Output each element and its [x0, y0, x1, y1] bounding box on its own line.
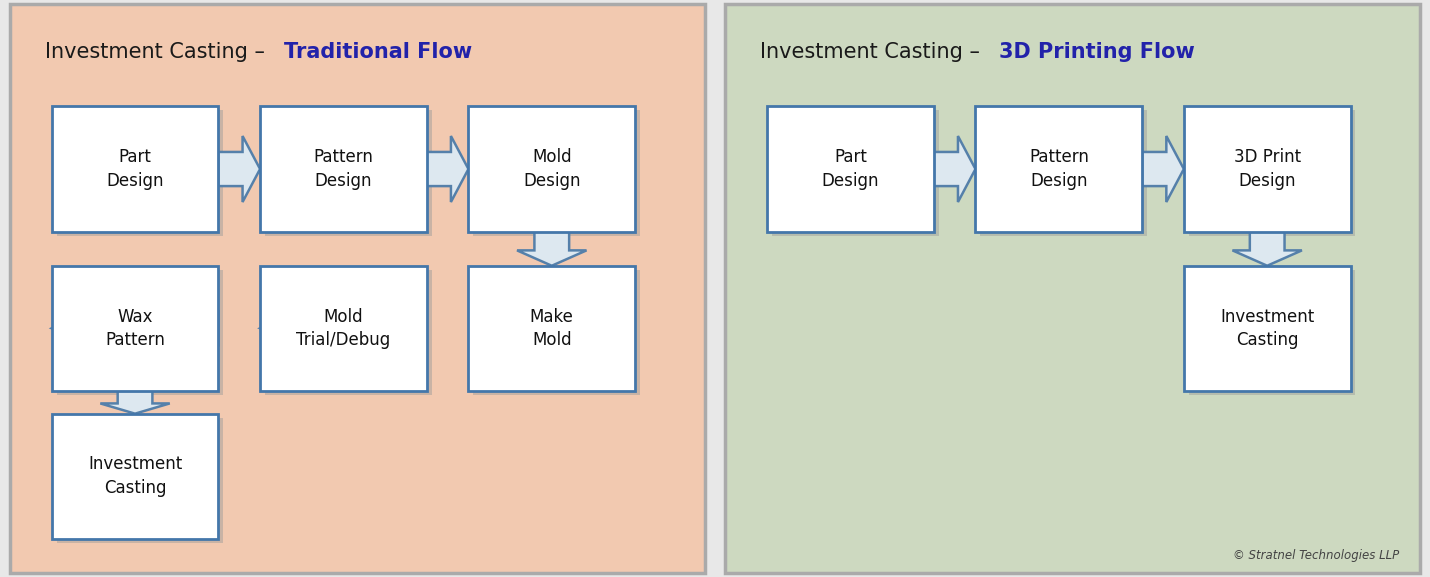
Text: Traditional Flow: Traditional Flow	[285, 42, 472, 62]
FancyBboxPatch shape	[260, 106, 426, 231]
Polygon shape	[1143, 136, 1184, 202]
FancyBboxPatch shape	[265, 110, 432, 235]
FancyBboxPatch shape	[57, 269, 223, 395]
Polygon shape	[518, 231, 586, 266]
FancyBboxPatch shape	[57, 110, 223, 235]
Polygon shape	[1233, 231, 1301, 266]
FancyBboxPatch shape	[975, 106, 1143, 231]
Text: © Stratnel Technologies LLP: © Stratnel Technologies LLP	[1233, 549, 1399, 561]
Text: Mold
Design: Mold Design	[523, 148, 581, 190]
FancyBboxPatch shape	[1184, 266, 1350, 391]
FancyBboxPatch shape	[1184, 106, 1350, 231]
Text: Investment
Casting: Investment Casting	[1220, 308, 1314, 349]
Text: Pattern
Design: Pattern Design	[313, 148, 373, 190]
Polygon shape	[219, 136, 260, 202]
FancyBboxPatch shape	[57, 418, 223, 543]
Text: Part
Design: Part Design	[106, 148, 164, 190]
FancyBboxPatch shape	[469, 106, 635, 231]
Text: Investment Casting –: Investment Casting –	[44, 42, 272, 62]
Polygon shape	[934, 136, 975, 202]
FancyBboxPatch shape	[10, 4, 705, 573]
Text: Wax
Pattern: Wax Pattern	[104, 308, 164, 349]
Polygon shape	[100, 391, 170, 414]
FancyBboxPatch shape	[473, 269, 641, 395]
FancyBboxPatch shape	[725, 4, 1420, 573]
FancyBboxPatch shape	[1188, 110, 1356, 235]
FancyBboxPatch shape	[51, 266, 219, 391]
Text: Investment Casting –: Investment Casting –	[761, 42, 987, 62]
Polygon shape	[51, 295, 219, 361]
FancyBboxPatch shape	[260, 266, 426, 391]
FancyBboxPatch shape	[981, 110, 1147, 235]
FancyBboxPatch shape	[766, 106, 934, 231]
Text: Pattern
Design: Pattern Design	[1028, 148, 1088, 190]
FancyBboxPatch shape	[473, 110, 641, 235]
FancyBboxPatch shape	[1188, 269, 1356, 395]
Text: 3D Printing Flow: 3D Printing Flow	[1000, 42, 1195, 62]
Text: Mold
Trial/Debug: Mold Trial/Debug	[296, 308, 390, 349]
Text: 3D Print
Design: 3D Print Design	[1234, 148, 1301, 190]
Text: Part
Design: Part Design	[822, 148, 879, 190]
Text: Make
Mold: Make Mold	[531, 308, 573, 349]
Polygon shape	[260, 295, 426, 361]
Polygon shape	[426, 136, 469, 202]
Text: Investment
Casting: Investment Casting	[87, 455, 182, 497]
FancyBboxPatch shape	[772, 110, 938, 235]
FancyBboxPatch shape	[469, 266, 635, 391]
FancyBboxPatch shape	[51, 106, 219, 231]
FancyBboxPatch shape	[265, 269, 432, 395]
FancyBboxPatch shape	[51, 414, 219, 539]
